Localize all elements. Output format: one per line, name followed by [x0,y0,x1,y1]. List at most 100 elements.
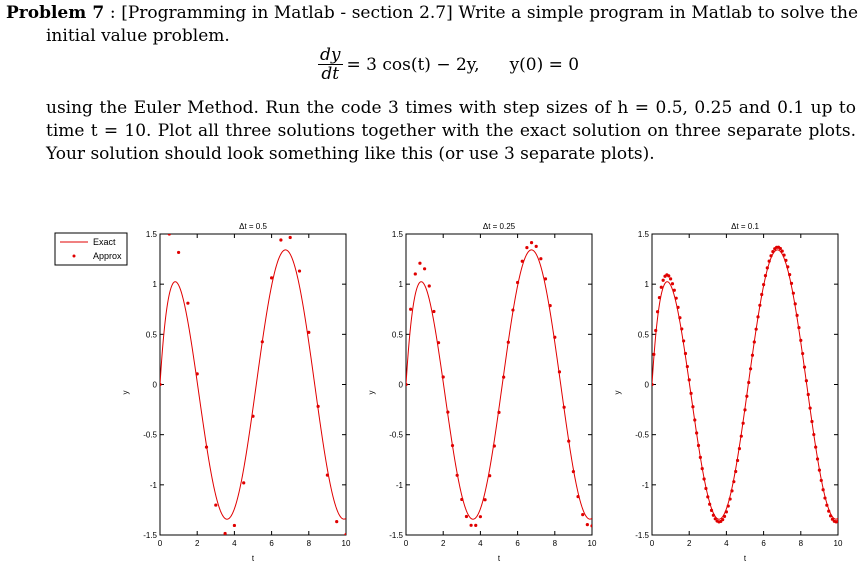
approx-point [752,340,756,344]
approx-point [652,352,656,356]
legend-box [54,232,128,266]
euler-solution-plots: Exact Approx Δt = 0.50 2 4 6 8 10-1.5-1-0.500… [54,222,843,563]
approx-point [667,274,671,278]
approx-point [654,328,658,333]
approx-point [743,408,747,412]
plot-area [651,233,839,536]
x-tick-label: 0 [158,539,163,548]
approx-point [177,250,181,255]
approx-point [763,274,768,278]
plot-dt-0.1: Δt = 0.1 0 2 4 6 8 10 -1.5 -1 -0.5 0 0.5 1 1.5 t y [613,222,843,563]
approx-point [732,480,736,484]
approx-point [747,380,751,385]
approx-point [728,497,732,501]
approx-point [780,249,784,253]
approx-point [815,457,820,461]
approx-point [497,410,501,414]
eq-initial-condition: y(0) = 0 [509,54,580,75]
approx-point [801,351,805,356]
approx-point [223,531,227,535]
x-tick-label: 4 [232,539,237,548]
eq-rhs: = 3 cos(t) − 2y, [346,54,480,75]
approx-point [704,486,708,491]
plot-legend: Exact Approx [54,232,128,266]
y-tick-label: 1 [645,280,650,289]
approx-point [678,316,682,320]
approx-point [478,515,482,519]
approx-point [195,372,199,376]
approx-point [806,392,810,397]
approx-point [657,295,662,300]
approx-point [446,410,450,414]
approx-point [691,405,695,409]
x-tick-label: 10 [834,539,843,548]
approx-point [525,246,529,250]
plot-area [405,233,593,536]
x-tick-label: 2 [195,539,200,548]
y-tick-label: -0.5 [143,431,157,440]
approx-point [802,365,807,369]
approx-point [689,391,693,395]
approx-point [730,489,734,493]
approx-point [706,495,710,499]
y-tick-label: -1 [150,481,158,490]
approx-point [669,277,673,281]
approx-point [406,382,408,387]
approx-point [409,307,413,311]
x-tick-label: 8 [799,539,804,548]
plot-title: Δt = 0.1 [731,222,759,231]
x-tick-label: 6 [269,539,274,548]
x-tick-label: 4 [478,539,483,548]
approx-point [702,477,706,481]
y-axis-label: y [121,391,130,395]
approx-point [539,257,543,261]
approx-point [288,235,292,240]
y-tick-label: -1.5 [389,531,403,540]
approx-point [432,309,436,314]
approx-point [791,291,795,295]
approx-point [812,432,816,437]
problem-intro: Write a simple program in Matlab to solv… [458,3,858,23]
approx-point [204,445,209,449]
approx-point [585,523,589,527]
approx-point [683,351,688,356]
approx-point [788,272,792,277]
instructions: using the Euler Method. Run the code 3 t… [46,97,856,166]
approx-point [335,520,339,524]
x-tick-label: 2 [687,539,692,548]
approx-point [760,292,764,297]
x-tick-label: 8 [553,539,558,548]
x-tick-label: 6 [515,539,520,548]
approx-point [708,502,712,506]
approx-point [232,523,236,528]
y-tick-label: 0.5 [392,330,404,339]
approx-point [711,513,715,517]
approx-point [810,419,814,424]
approx-point [786,265,790,269]
approx-point [534,244,538,248]
y-tick-label: -1 [642,481,650,490]
y-tick-label: 0 [645,381,650,390]
approx-point [771,249,775,254]
plot-area [159,233,347,536]
approx-point [670,282,675,286]
approx-point [511,308,515,312]
ivp-equation: dy dt = 3 cos(t) − 2y, y(0) = 0 [318,46,579,83]
x-axis-label: t [744,554,747,563]
approx-point [562,405,566,409]
approx-point [819,478,823,483]
instruction-line-2: time t = 10. Plot all three solutions to… [46,121,856,141]
y-tick-label: 0 [399,381,404,390]
approx-point [520,259,524,263]
problem-intro-cont: initial value problem. [46,26,230,46]
problem-section: [Programming in Matlab - section 2.7] [121,3,453,23]
approx-point [516,280,520,285]
approx-point [307,330,311,334]
approx-point [506,340,510,344]
approx-point [590,524,592,528]
approx-point [696,443,701,448]
problem-header-line: Problem 7 : [Programming in Matlab - sec… [6,2,858,25]
approx-point [799,338,803,342]
approx-point [748,367,753,371]
plot-title: Δt = 0.25 [483,222,516,231]
